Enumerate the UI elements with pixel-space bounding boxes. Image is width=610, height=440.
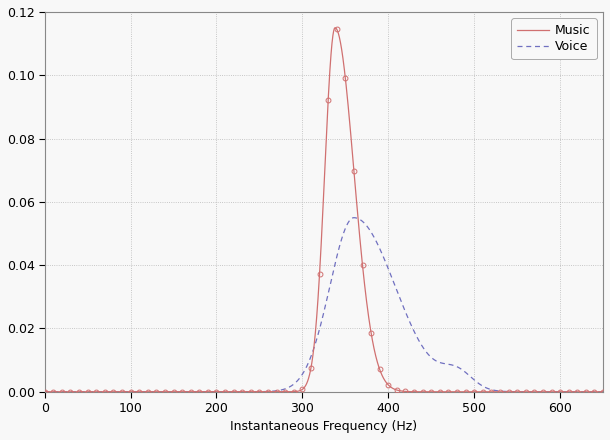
Line: Music: Music — [45, 28, 603, 392]
Music — [589, 389, 596, 394]
Voice — [279, 387, 287, 392]
Voice — [589, 389, 596, 394]
Music — [138, 389, 145, 394]
Voice — [528, 389, 536, 394]
Voice — [138, 389, 145, 394]
Music — [279, 389, 287, 394]
Voice — [600, 389, 607, 394]
Voice — [105, 389, 112, 394]
Music — [600, 389, 607, 394]
Music — [255, 389, 262, 394]
Voice — [255, 389, 262, 394]
Legend: Music, Voice: Music, Voice — [511, 18, 597, 59]
Music — [331, 25, 339, 30]
X-axis label: Instantaneous Frequency (Hz): Instantaneous Frequency (Hz) — [231, 420, 417, 433]
Voice — [350, 215, 357, 220]
Music — [41, 389, 48, 394]
Music — [528, 389, 536, 394]
Line: Voice: Voice — [45, 218, 603, 392]
Voice — [41, 389, 48, 394]
Music — [105, 389, 112, 394]
